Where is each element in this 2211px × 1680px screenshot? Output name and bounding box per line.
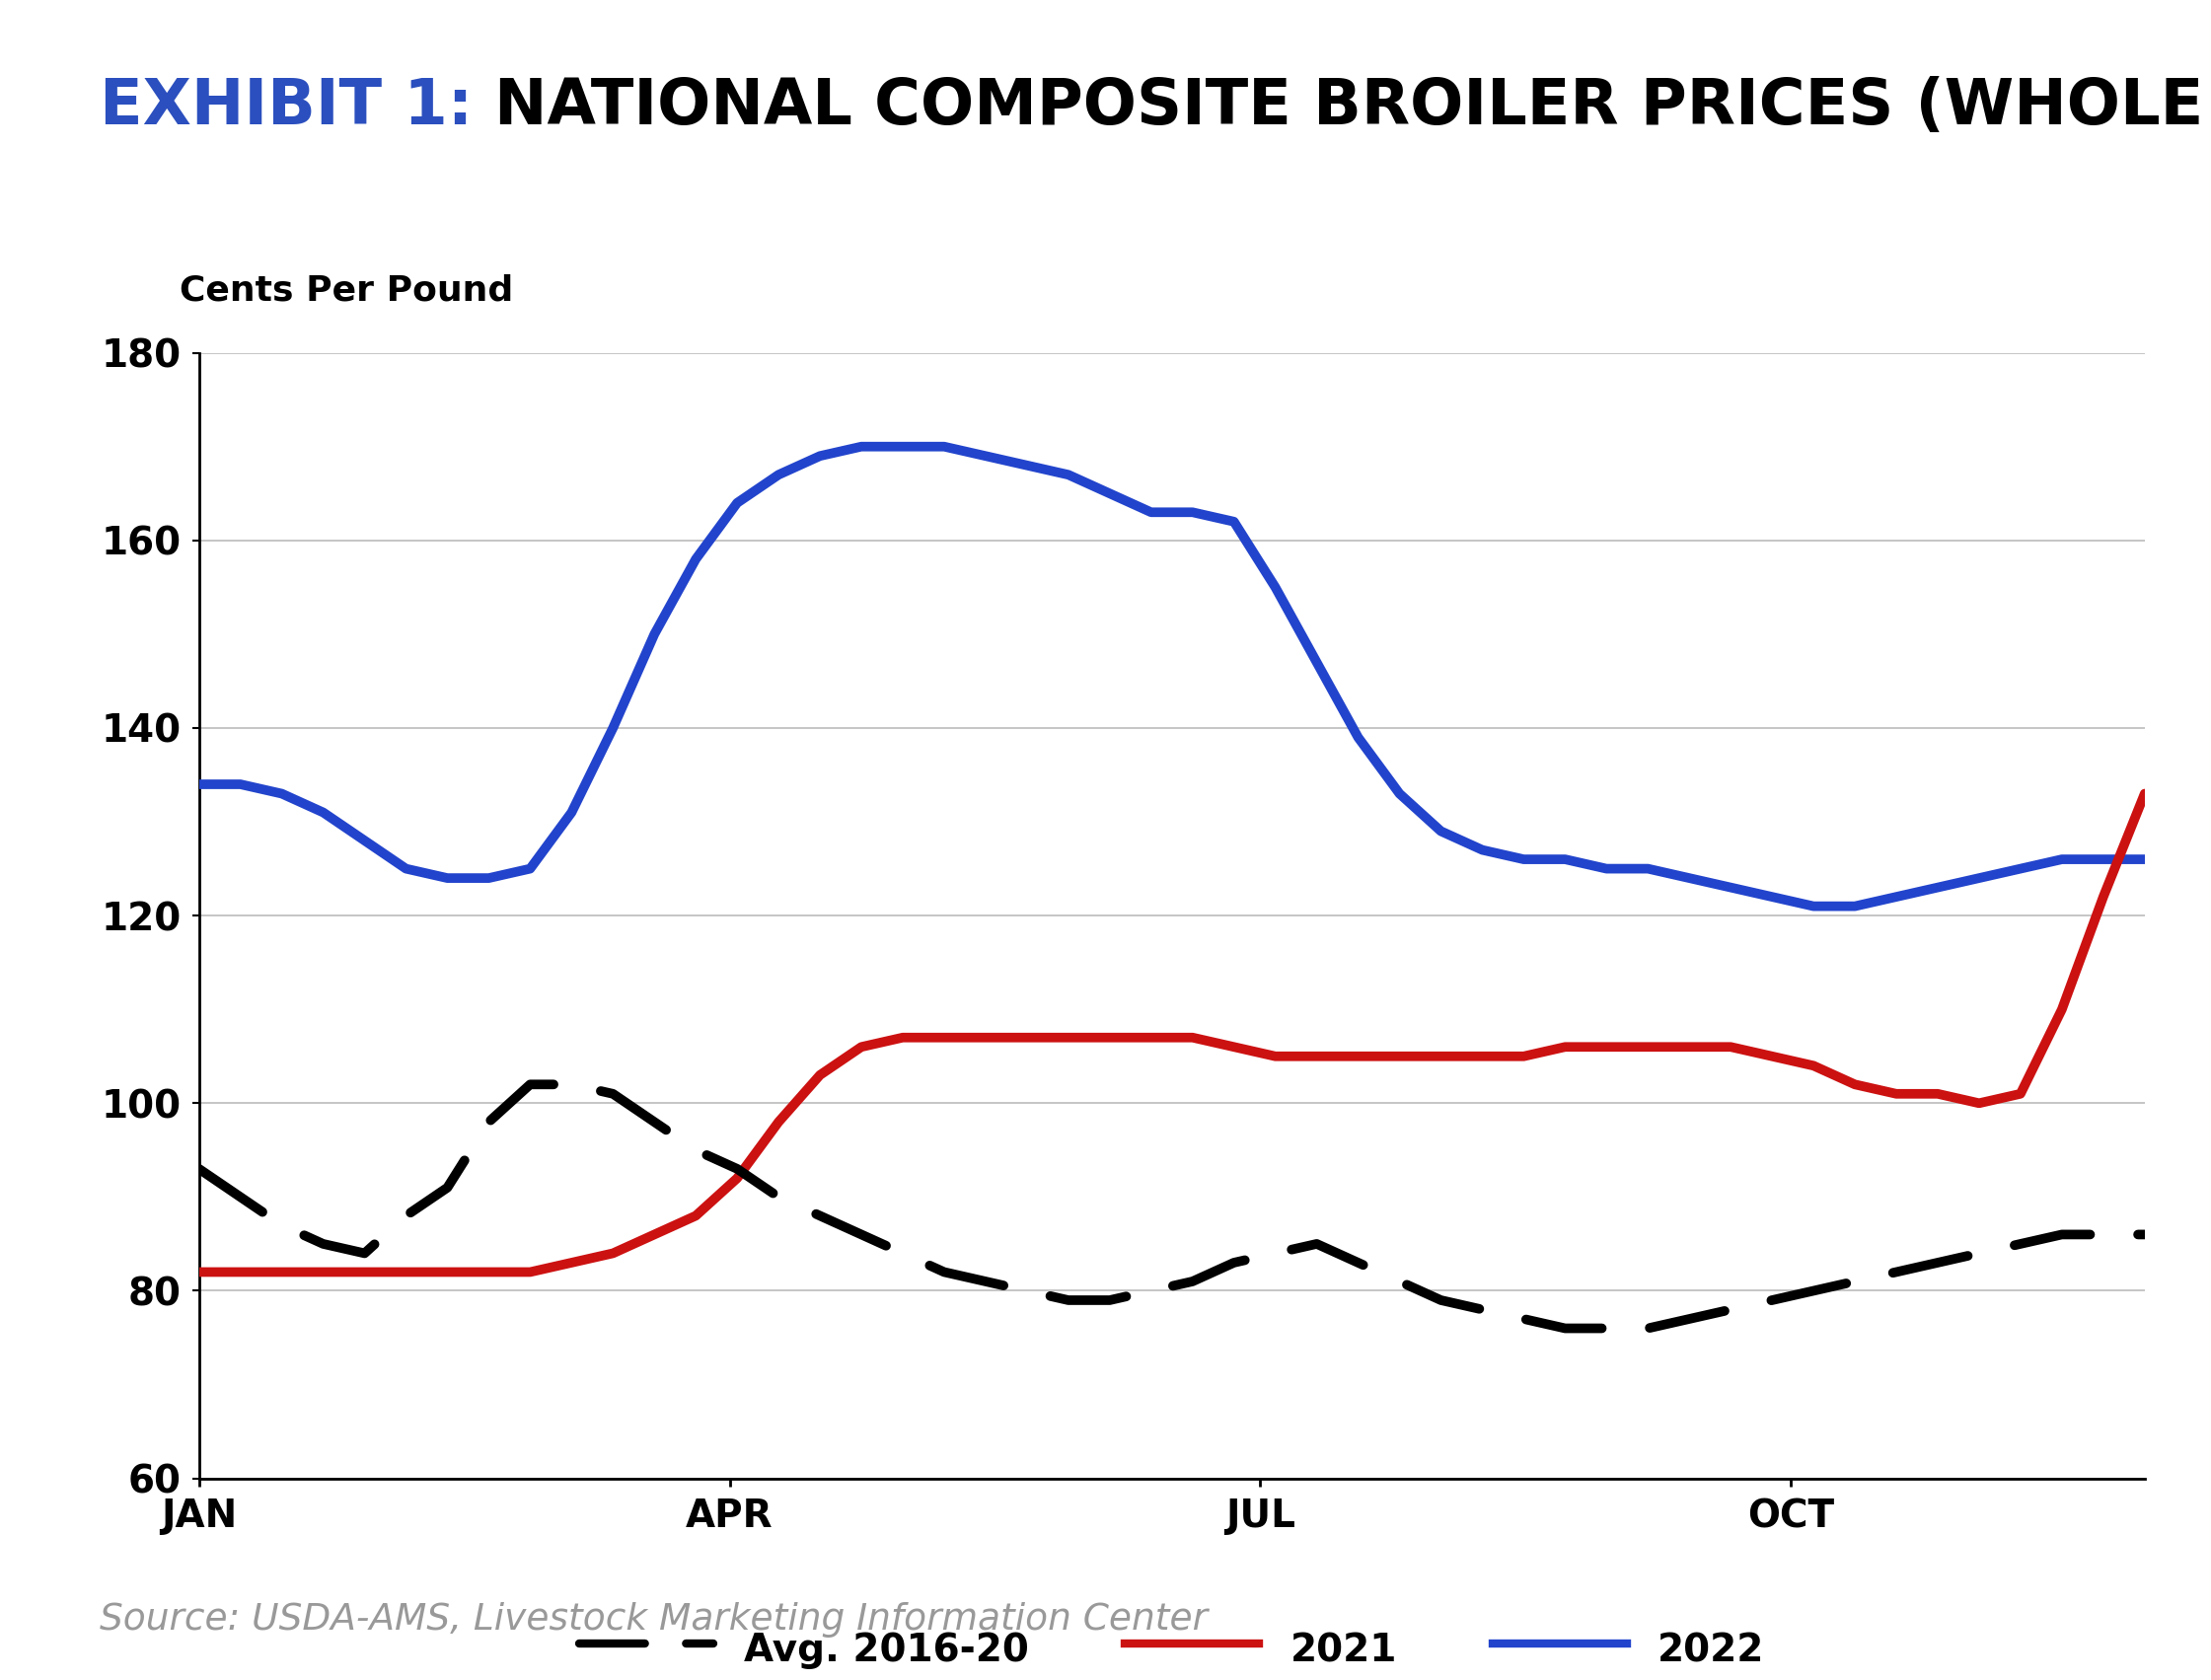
Text: Source: USDA-AMS, Livestock Marketing Information Center: Source: USDA-AMS, Livestock Marketing In… — [99, 1603, 1207, 1638]
Text: Cents Per Pound: Cents Per Pound — [179, 274, 513, 307]
Text: NATIONAL COMPOSITE BROILER PRICES (WHOLE BIRD): NATIONAL COMPOSITE BROILER PRICES (WHOLE… — [495, 76, 2211, 136]
Legend: Avg. 2016-20, 2021, 2022: Avg. 2016-20, 2021, 2022 — [564, 1609, 1780, 1680]
Text: EXHIBIT 1:: EXHIBIT 1: — [99, 76, 495, 136]
